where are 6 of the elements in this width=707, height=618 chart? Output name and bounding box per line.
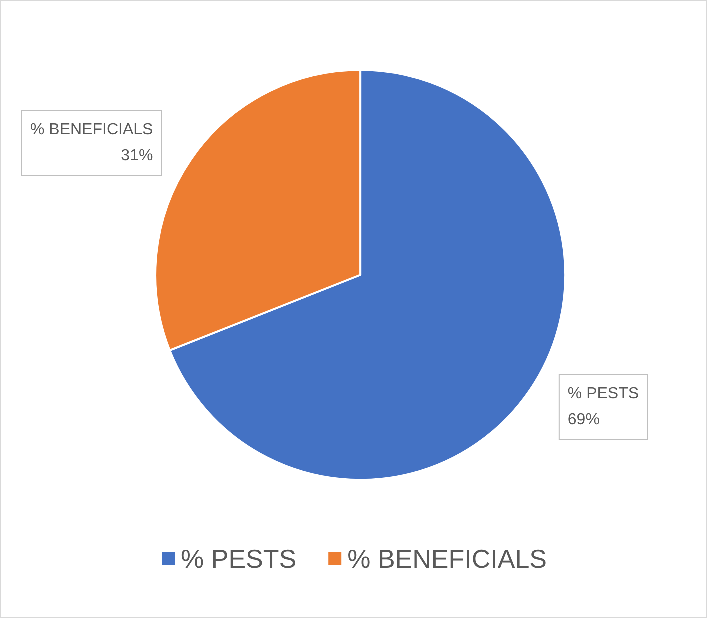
slice-label: % BENEFICIALS [30,122,154,139]
legend-label: % PESTS [181,544,297,574]
legend-label: % BENEFICIALS [348,544,548,574]
slice-label: % PESTS [568,386,640,403]
data-label: 69% [568,412,600,429]
data-label: 31% [121,148,154,165]
